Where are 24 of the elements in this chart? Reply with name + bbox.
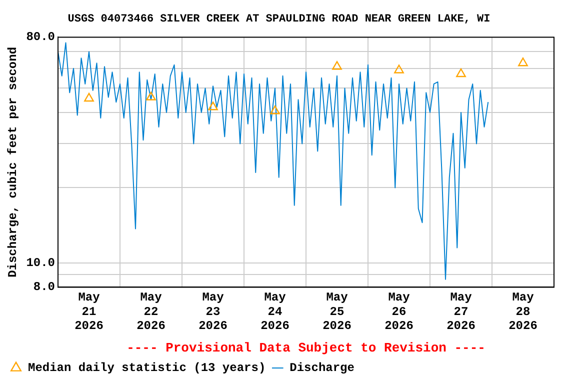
x-tick-label: May 22 2026: [136, 290, 166, 334]
point: [208, 102, 218, 110]
point: [332, 61, 342, 70]
x-tick-label: May 27 2026: [446, 290, 476, 334]
y-axis-title: Discharge, cubic feet per second: [6, 46, 20, 278]
point: [518, 58, 528, 66]
x-tick-label: May 23 2026: [198, 290, 228, 334]
point: [84, 92, 94, 102]
x-tick-label: May 25 2026: [322, 290, 352, 334]
y-tick-label: 10.0: [26, 256, 55, 270]
chart-title: USGS 04073466 SILVER CREEK AT SPAULDING ROAD NEAR GREEN LAKE, WI: [68, 13, 490, 26]
legend-label: Discharge: [290, 361, 354, 376]
x-tick-label: May 24 2026: [260, 290, 290, 334]
point: [456, 68, 466, 78]
y-tick-label: 8.0: [33, 280, 55, 294]
text: ---- Provisional Data Subject to Revision ----: [126, 340, 486, 356]
y-tick-label: 80.0: [26, 30, 55, 44]
x-tick-label: May 26 2026: [384, 290, 414, 334]
point: [146, 92, 156, 100]
point: [270, 106, 280, 114]
x-tick-label: May 28 2026: [508, 290, 538, 334]
x-tick-label: May 21 2026: [74, 290, 104, 334]
legend-label: Median daily statistic (13 years): [28, 361, 266, 376]
point: [394, 64, 404, 74]
